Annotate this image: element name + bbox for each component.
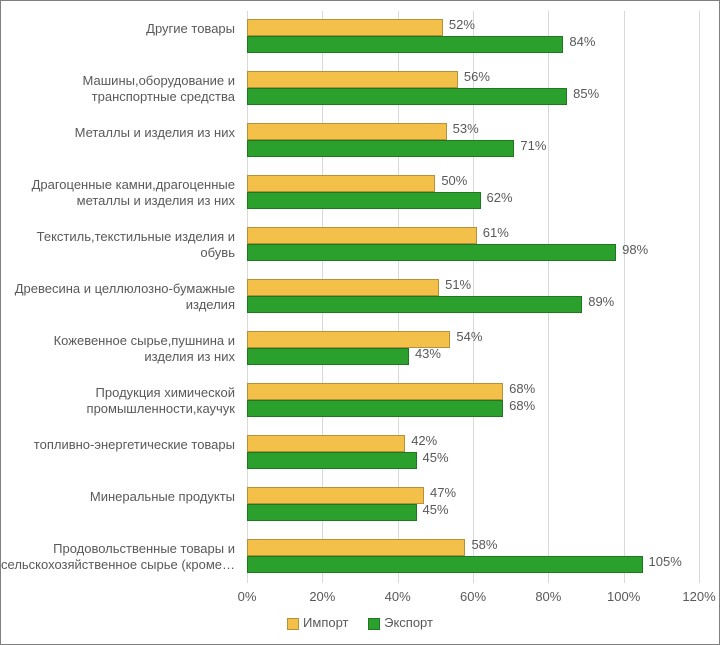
bar-import: [247, 279, 439, 296]
bar-group: 52% 84%: [247, 11, 699, 63]
value-label-export: 105%: [649, 554, 682, 569]
value-label-import: 53%: [453, 121, 479, 136]
value-label-import: 54%: [456, 329, 482, 344]
bar-export: [247, 296, 582, 313]
bar-export: [247, 88, 567, 105]
bar-import: [247, 383, 503, 400]
value-label-import: 58%: [471, 537, 497, 552]
x-tick-label: 80%: [535, 589, 561, 604]
bar-import: [247, 123, 447, 140]
legend-item-import: Импорт: [287, 615, 348, 630]
x-tick-label: 20%: [309, 589, 335, 604]
bar-group: 51% 89%: [247, 271, 699, 323]
bar-group: 68%68%: [247, 375, 699, 427]
bar-export: [247, 400, 503, 417]
bar-export: [247, 36, 563, 53]
value-label-import: 42%: [411, 433, 437, 448]
bar-export: [247, 192, 481, 209]
value-label-export: 45%: [423, 450, 449, 465]
bar-import: [247, 71, 458, 88]
bar-export: [247, 504, 417, 521]
gridline: [699, 11, 700, 583]
category-label: Древесина и целлюлозно-бумажные изделия: [1, 281, 241, 312]
category-label: Машины,оборудование и транспортные средс…: [1, 73, 241, 104]
bar-export: [247, 140, 514, 157]
bar-group: 58% 105%: [247, 531, 699, 583]
legend-item-export: Экспорт: [368, 615, 433, 630]
bar-import: [247, 227, 477, 244]
bar-export: [247, 556, 643, 573]
bar-export: [247, 244, 616, 261]
x-tick-label: 0%: [238, 589, 257, 604]
value-label-export: 71%: [520, 138, 546, 153]
bar-export: [247, 452, 417, 469]
value-label-export: 98%: [622, 242, 648, 257]
value-label-import: 61%: [483, 225, 509, 240]
x-tick-label: 120%: [682, 589, 715, 604]
legend-label-import: Импорт: [303, 615, 348, 630]
bar-group: 47%45%: [247, 479, 699, 531]
bar-group: 54% 43%: [247, 323, 699, 375]
bar-group: 53% 71%: [247, 115, 699, 167]
value-label-export: 45%: [423, 502, 449, 517]
x-tick-label: 40%: [385, 589, 411, 604]
category-label: Другие товары: [1, 21, 241, 37]
bar-import: [247, 539, 465, 556]
bar-group: 61% 98%: [247, 219, 699, 271]
bar-export: [247, 348, 409, 365]
category-label: Кожевенное сырье,пушнина и изделия из ни…: [1, 333, 241, 364]
value-label-import: 52%: [449, 17, 475, 32]
value-label-export: 62%: [487, 190, 513, 205]
category-label: Металлы и изделия из них: [1, 125, 241, 141]
value-label-export: 84%: [569, 34, 595, 49]
category-label: Драгоценные камни,драгоценные металлы и …: [1, 177, 241, 208]
value-label-import: 56%: [464, 69, 490, 84]
chart-plot-area: 52% 84% 56% 85% 53% 71% 50% 62% 61% 98% 51% 89% 54% 4…: [247, 11, 699, 583]
legend-label-export: Экспорт: [384, 615, 433, 630]
legend: Импорт Экспорт: [1, 615, 719, 630]
category-label: топливно-энергетические товары: [1, 437, 241, 453]
value-label-import: 50%: [441, 173, 467, 188]
value-label-export: 43%: [415, 346, 441, 361]
bar-import: [247, 435, 405, 452]
value-label-export: 68%: [509, 398, 535, 413]
legend-swatch-export: [368, 618, 380, 630]
value-label-export: 85%: [573, 86, 599, 101]
category-label: Продовольственные товары и сельскохозяйс…: [1, 541, 241, 572]
value-label-export: 89%: [588, 294, 614, 309]
bar-group: 42%45%: [247, 427, 699, 479]
value-label-import: 47%: [430, 485, 456, 500]
value-label-import: 51%: [445, 277, 471, 292]
legend-swatch-import: [287, 618, 299, 630]
bar-group: 50% 62%: [247, 167, 699, 219]
bar-import: [247, 487, 424, 504]
bar-import: [247, 19, 443, 36]
x-tick-label: 60%: [460, 589, 486, 604]
category-label: Продукция химической промышленности,кауч…: [1, 385, 241, 416]
category-label: Текстиль,текстильные изделия и обувь: [1, 229, 241, 260]
x-tick-label: 100%: [607, 589, 640, 604]
value-label-import: 68%: [509, 381, 535, 396]
category-label: Минеральные продукты: [1, 489, 241, 505]
bar-group: 56% 85%: [247, 63, 699, 115]
bar-import: [247, 175, 435, 192]
